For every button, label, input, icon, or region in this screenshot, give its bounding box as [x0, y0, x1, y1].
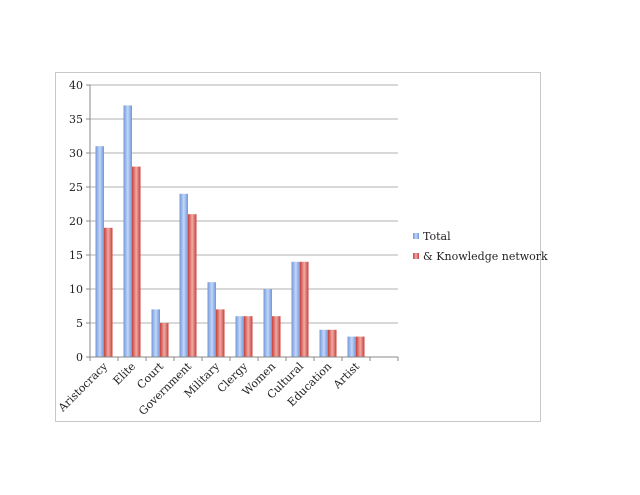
bar-military-series-1 — [216, 309, 225, 357]
legend-swatch-0 — [413, 233, 419, 239]
xtick-label-aristocracy: Aristocracy — [55, 359, 111, 415]
bar-court-series-1 — [160, 323, 169, 357]
ytick-label-5: 5 — [76, 317, 83, 330]
bar-women-series-1 — [272, 316, 281, 357]
bar-education-series-1 — [328, 329, 337, 357]
bar-education-series-0 — [319, 329, 328, 357]
bar-clergy-series-0 — [235, 316, 244, 357]
ytick-label-35: 35 — [69, 113, 83, 126]
bar-cultural-series-1 — [300, 261, 309, 357]
ytick-label-40: 40 — [69, 79, 83, 92]
bar-clergy-series-1 — [244, 316, 253, 357]
ytick-label-20: 20 — [69, 215, 83, 228]
legend-label-0: Total — [423, 230, 451, 243]
xtick-label-artist: Artist — [330, 360, 362, 392]
bar-court-series-0 — [151, 309, 160, 357]
bar-cultural-series-0 — [291, 261, 300, 357]
bar-military-series-0 — [207, 282, 216, 357]
ytick-label-0: 0 — [76, 351, 83, 364]
bar-artist-series-0 — [347, 336, 356, 357]
chart-frame — [55, 72, 541, 422]
legend-swatch-1 — [413, 253, 419, 259]
ytick-label-10: 10 — [69, 283, 83, 296]
bar-government-series-1 — [188, 214, 197, 357]
bar-elite-series-1 — [132, 166, 141, 357]
bar-artist-series-1 — [356, 336, 365, 357]
bar-aristocracy-series-1 — [104, 227, 113, 357]
ytick-label-15: 15 — [69, 249, 83, 262]
bar-government-series-0 — [179, 193, 188, 357]
legend-label-1: & Knowledge network — [423, 250, 548, 263]
bar-elite-series-0 — [123, 105, 132, 358]
bar-aristocracy-series-0 — [95, 146, 104, 357]
bar-women-series-0 — [263, 289, 272, 357]
ytick-label-30: 30 — [69, 147, 83, 160]
ytick-label-25: 25 — [69, 181, 83, 194]
xtick-label-elite: Elite — [111, 360, 139, 388]
